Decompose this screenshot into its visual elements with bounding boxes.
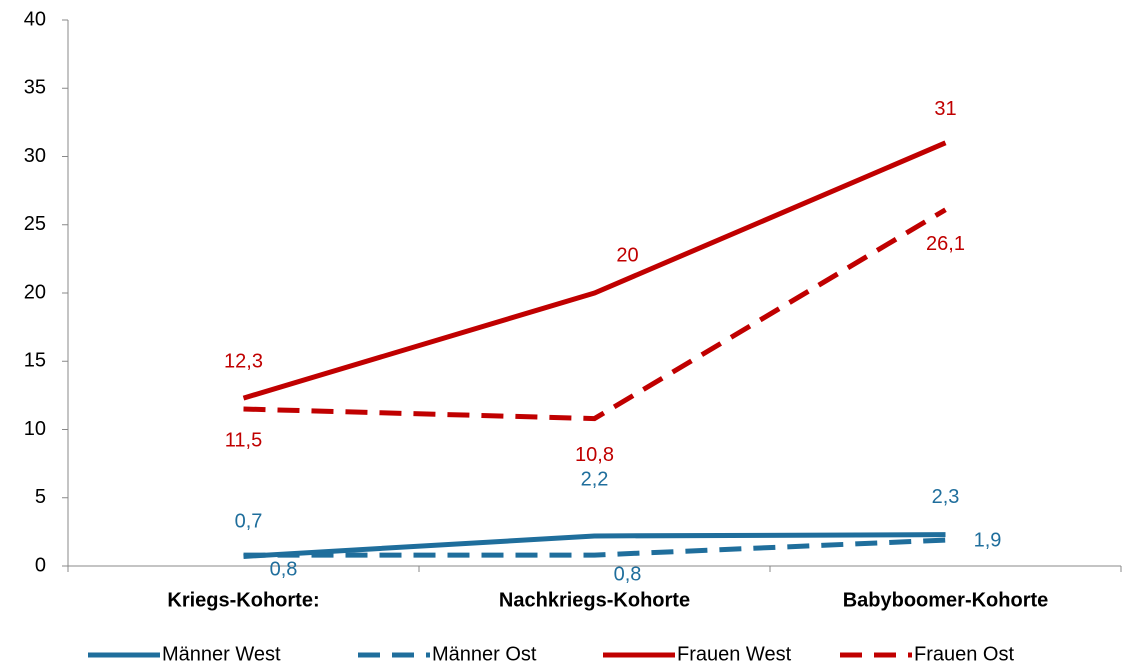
data-label: 26,1 bbox=[926, 233, 965, 255]
y-tick-label: 10 bbox=[24, 418, 46, 440]
y-tick-label: 30 bbox=[24, 145, 46, 167]
data-label: 11,5 bbox=[225, 429, 262, 451]
data-label: 0,8 bbox=[270, 558, 298, 580]
x-tick-label: Kriegs-Kohorte: bbox=[167, 589, 319, 611]
y-tick-label: 0 bbox=[35, 554, 46, 576]
series-line bbox=[242, 140, 947, 401]
data-label: 31 bbox=[934, 98, 956, 120]
y-tick-label: 20 bbox=[24, 281, 46, 303]
data-label: 0,7 bbox=[235, 511, 263, 533]
y-tick-label: 35 bbox=[24, 77, 46, 99]
y-tick-label: 15 bbox=[24, 350, 46, 372]
x-tick-label: Nachkriegs-Kohorte bbox=[499, 589, 690, 611]
y-tick-label: 25 bbox=[24, 213, 46, 235]
data-label: 2,2 bbox=[581, 468, 609, 490]
data-label: 20 bbox=[616, 244, 638, 266]
y-tick-label: 5 bbox=[35, 486, 46, 508]
data-label: 1,9 bbox=[974, 529, 1002, 551]
series-line bbox=[243, 532, 946, 559]
y-tick-label: 40 bbox=[24, 8, 46, 30]
legend-label: Frauen West bbox=[677, 643, 792, 665]
series-line bbox=[243, 537, 946, 558]
legend-label: Frauen Ost bbox=[914, 643, 1014, 665]
x-tick-label: Babyboomer-Kohorte bbox=[843, 589, 1049, 611]
data-label: 12,3 bbox=[224, 350, 263, 372]
data-label: 2,3 bbox=[932, 486, 960, 508]
legend-label: Männer West bbox=[162, 643, 281, 665]
data-label: 0,8 bbox=[614, 563, 642, 585]
series-line bbox=[243, 207, 947, 422]
legend-label: Männer Ost bbox=[432, 643, 537, 665]
data-label: 10,8 bbox=[575, 444, 614, 466]
